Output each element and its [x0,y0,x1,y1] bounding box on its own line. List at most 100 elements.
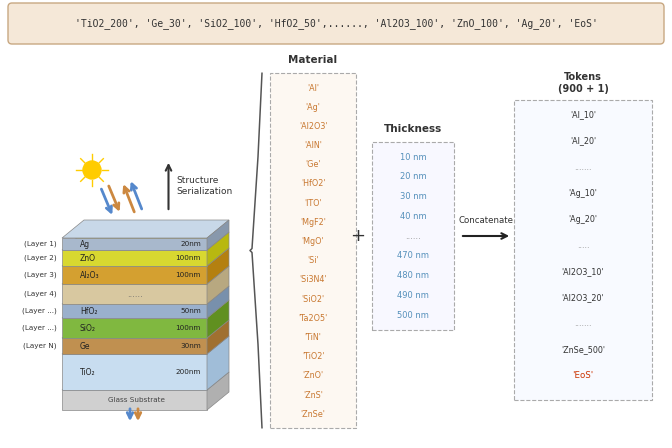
Polygon shape [62,266,207,284]
Polygon shape [207,266,229,304]
Text: 470 nm: 470 nm [397,251,429,260]
Text: 'Ta2O5': 'Ta2O5' [298,314,328,323]
Text: 'Al2O3_20': 'Al2O3_20' [562,293,604,302]
Text: Structure
Serialization: Structure Serialization [177,177,233,196]
Text: 100nm: 100nm [175,325,201,331]
Text: 'SiO2': 'SiO2' [302,295,325,304]
Text: Glass Substrate: Glass Substrate [108,397,165,403]
Text: 'ZnO': 'ZnO' [302,371,323,380]
Text: 500 nm: 500 nm [397,311,429,320]
Circle shape [83,161,101,179]
Text: 'TiO2': 'TiO2' [302,352,325,361]
Text: 20nm: 20nm [180,241,201,247]
Text: 'EoS': 'EoS' [573,371,593,380]
Text: 100nm: 100nm [175,272,201,278]
Text: 'Al2O3': 'Al2O3' [299,122,327,131]
Text: 490 nm: 490 nm [397,291,429,300]
Text: 'Al': 'Al' [307,83,319,92]
Text: .......: ....... [575,163,592,172]
Polygon shape [62,232,229,250]
Text: .....: ..... [577,241,589,250]
Text: 200nm: 200nm [175,369,201,375]
Polygon shape [62,336,229,354]
Text: 'Si': 'Si' [307,256,319,265]
Polygon shape [62,372,229,390]
Text: 'ITO': 'ITO' [304,198,322,207]
Text: ......: ...... [405,232,421,241]
Text: (Layer 4): (Layer 4) [24,291,57,297]
Polygon shape [62,318,207,338]
Text: 'MgF2': 'MgF2' [300,218,326,227]
Polygon shape [62,250,207,266]
Text: 30 nm: 30 nm [400,192,426,201]
Text: 10 nm: 10 nm [400,152,426,161]
Text: 'ZnSe': 'ZnSe' [300,410,325,419]
Polygon shape [207,336,229,390]
Text: .......: ....... [575,319,592,328]
FancyBboxPatch shape [372,142,454,330]
Text: 'Ag_10': 'Ag_10' [569,189,597,198]
Text: 20 nm: 20 nm [400,172,426,181]
Text: 30nm: 30nm [180,343,201,349]
Polygon shape [62,238,207,250]
Polygon shape [207,372,229,410]
Polygon shape [62,354,207,390]
Text: Material: Material [288,55,337,65]
FancyBboxPatch shape [514,100,652,400]
Text: 'ZnS': 'ZnS' [303,391,323,400]
Text: 'Al_10': 'Al_10' [570,111,596,120]
Text: Ag: Ag [80,240,90,249]
Text: HfO₂: HfO₂ [80,306,97,315]
Text: 'Ag': 'Ag' [306,103,321,112]
Text: 480 nm: 480 nm [397,271,429,280]
Polygon shape [207,248,229,284]
Text: 100nm: 100nm [175,255,201,261]
Text: Thickness: Thickness [384,124,442,134]
Text: 'Ag_20': 'Ag_20' [569,215,597,224]
Polygon shape [62,266,229,284]
Polygon shape [207,320,229,354]
Text: 'AlN': 'AlN' [304,141,322,150]
Polygon shape [62,220,229,238]
Text: 'Al2O3_10': 'Al2O3_10' [562,267,604,276]
Text: 'ZnSe_500': 'ZnSe_500' [561,345,605,354]
Polygon shape [62,300,229,318]
Text: 40 nm: 40 nm [400,212,426,221]
Text: (Layer ...): (Layer ...) [22,325,57,331]
Polygon shape [207,300,229,338]
Text: 'MgO': 'MgO' [302,237,325,246]
Polygon shape [62,304,207,318]
Text: (Layer N): (Layer N) [24,343,57,349]
Polygon shape [62,338,207,354]
Polygon shape [62,390,207,410]
Text: 'Ge': 'Ge' [305,160,321,169]
Text: Ge: Ge [80,341,91,350]
Text: (Layer 3): (Layer 3) [24,272,57,278]
Polygon shape [207,286,229,318]
Text: 'TiO2_200', 'Ge_30', 'SiO2_100', 'HfO2_50',......, 'Al2O3_100', 'ZnO_100', 'Ag_2: 'TiO2_200', 'Ge_30', 'SiO2_100', 'HfO2_5… [75,18,597,29]
Text: ZnO: ZnO [80,254,96,263]
Text: (Layer 2): (Layer 2) [24,255,57,261]
Polygon shape [207,220,229,250]
Text: Al₂O₃: Al₂O₃ [80,271,99,280]
Text: 50nm: 50nm [180,308,201,314]
Text: 'Al_20': 'Al_20' [570,137,596,146]
Polygon shape [62,320,229,338]
Text: TiO₂: TiO₂ [80,367,95,376]
Polygon shape [62,248,229,266]
Text: +: + [351,227,366,245]
Text: ......: ...... [126,289,142,298]
FancyBboxPatch shape [8,3,664,44]
Polygon shape [207,232,229,266]
FancyBboxPatch shape [270,73,356,428]
Text: SiO₂: SiO₂ [80,323,96,332]
Text: (Layer ...): (Layer ...) [22,308,57,314]
Text: 'HfO2': 'HfO2' [301,180,325,189]
Text: Concatenate: Concatenate [458,216,513,225]
Text: Tokens
(900 + 1): Tokens (900 + 1) [558,73,608,94]
Polygon shape [62,284,207,304]
Text: (Layer 1): (Layer 1) [24,241,57,247]
Polygon shape [62,286,229,304]
Text: 'TiN': 'TiN' [304,333,321,342]
Text: 'Si3N4': 'Si3N4' [299,276,327,284]
